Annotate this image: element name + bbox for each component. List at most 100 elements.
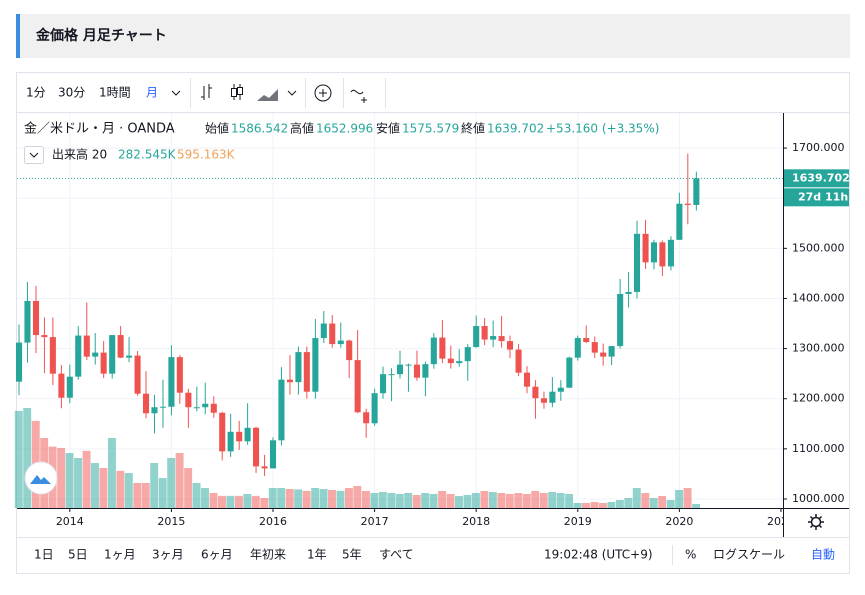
volume-bar (463, 495, 472, 508)
volume-bar (116, 470, 125, 508)
range-button[interactable]: 3ヶ月 (152, 548, 184, 562)
compare-icon-plus[interactable] (319, 89, 327, 97)
y-tick-label: 1500.000 (792, 241, 845, 254)
ohlc-value: 1586.542 (231, 122, 288, 136)
candle-body (430, 337, 437, 365)
volume-bar (666, 500, 675, 508)
candle-body (617, 293, 624, 347)
candle-body (439, 337, 446, 359)
volume-bar (395, 494, 404, 508)
header-bar (16, 14, 850, 58)
candle-body (320, 323, 327, 339)
candle-body (490, 336, 497, 340)
candle-body (185, 392, 192, 408)
candle-body (329, 323, 336, 345)
candle-body (41, 335, 48, 338)
candle-body (523, 372, 531, 387)
range-button[interactable]: すべて (379, 548, 414, 562)
interval-button[interactable]: 30分 (58, 86, 85, 100)
candle-body (210, 403, 217, 413)
candle-body (574, 338, 581, 358)
volume-bar (74, 458, 82, 508)
volume-bar (23, 408, 32, 508)
bar-style-icon[interactable] (201, 84, 212, 100)
volume-bar (590, 502, 599, 508)
volume-bar (251, 495, 260, 508)
dropdown-icon[interactable] (287, 90, 297, 96)
volume-bar (658, 496, 667, 508)
settings-icon[interactable] (810, 516, 822, 528)
legend: 金／米ドル・月 · OANDA 始値 1586.542 高値 1652.996 … (24, 121, 659, 164)
volume-bar (319, 489, 328, 508)
volume-bar (82, 450, 91, 508)
volume-bar (582, 503, 590, 508)
range-button[interactable]: 5日 (68, 548, 88, 562)
volume-bar (285, 489, 294, 508)
candle-body (295, 352, 302, 383)
dropdown-icon[interactable] (171, 90, 181, 96)
candle-body (388, 374, 395, 376)
candle-body (557, 387, 564, 392)
area-icon[interactable] (257, 89, 278, 101)
interval-button[interactable]: 1分 (26, 86, 46, 100)
candle-body (676, 203, 683, 240)
auto-toggle[interactable]: 自動 (811, 548, 835, 562)
volume-bar (598, 503, 607, 508)
range-button[interactable]: 年初来 (250, 548, 286, 562)
volume-bar (446, 494, 455, 508)
candle-body (176, 357, 183, 393)
collapse-button[interactable] (24, 146, 44, 164)
ohlc-label: 始値 (205, 121, 229, 136)
countdown-label: 27d 11h (798, 190, 848, 203)
candle-body (473, 326, 480, 348)
candle-body (498, 336, 505, 342)
candle-icon-body[interactable] (231, 88, 237, 97)
y-tick-label: 1200.000 (792, 392, 845, 405)
volume-bar (455, 496, 463, 508)
collapse-icon[interactable] (29, 152, 39, 158)
volume-bar (480, 491, 489, 508)
candle-body (219, 412, 226, 452)
candle-icon-body[interactable] (237, 87, 243, 95)
compare-icon[interactable] (314, 84, 332, 102)
last-price-tag (784, 169, 849, 188)
volume-bar (141, 483, 150, 508)
volume-bar (201, 488, 209, 508)
range-button[interactable]: 1年 (307, 548, 327, 562)
volume-bar (192, 483, 201, 508)
candle-body (532, 386, 539, 399)
volume-bar (294, 489, 303, 508)
candle-body (83, 335, 90, 357)
candle-body (363, 412, 370, 424)
volume-bar (167, 458, 176, 508)
volume-bar (573, 503, 582, 508)
candle-body (422, 364, 429, 378)
candle-body (540, 398, 547, 403)
volume-bar (615, 500, 624, 508)
range-button[interactable]: 6ヶ月 (201, 548, 233, 562)
interval-button[interactable]: 月 (146, 86, 158, 100)
y-tick-label: 1700.000 (792, 141, 845, 154)
header-accent (16, 14, 20, 58)
candle-body (303, 352, 310, 392)
range-button[interactable]: 1ヶ月 (104, 548, 136, 562)
volume-bar (124, 473, 133, 508)
change-value: +53.160 (+3.35%) (546, 122, 659, 136)
candle-body (269, 440, 277, 469)
interval-button[interactable]: 1時間 (99, 86, 131, 100)
percent-toggle[interactable]: % (685, 548, 696, 562)
ohlc-value: 1575.579 (402, 122, 459, 136)
candle-body (337, 340, 344, 345)
volume-bar (277, 488, 286, 508)
candle-body (75, 335, 82, 377)
candle-body (667, 239, 674, 267)
indicator-icon[interactable] (350, 89, 367, 103)
x-tick-label: 2014 (56, 515, 84, 528)
settings-icon-rays[interactable] (808, 514, 824, 530)
log-toggle[interactable]: ログスケール (713, 548, 785, 562)
candle-body (236, 431, 243, 442)
range-button[interactable]: 1日 (34, 548, 54, 562)
x-tick-label: 2019 (564, 515, 592, 528)
range-button[interactable]: 5年 (342, 548, 362, 562)
volume-bar (488, 492, 497, 508)
